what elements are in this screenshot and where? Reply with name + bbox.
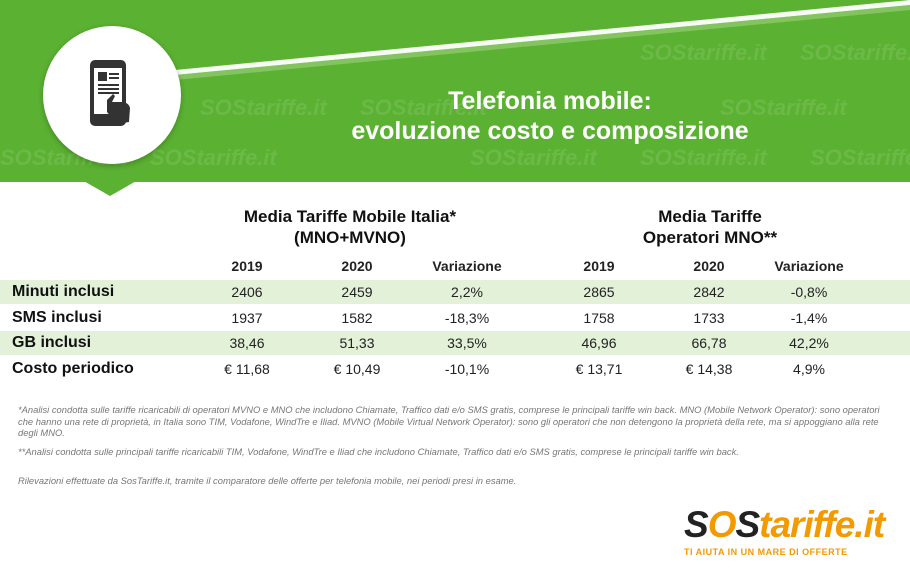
sostariffe-logo: SOStariffe.it: [684, 504, 885, 555]
table-row-minuti: Minuti inclusi 2406 2459 2,2% 2865 2842 …: [0, 280, 910, 304]
column-header: Variazione: [432, 258, 502, 274]
column-header: 2019: [231, 258, 263, 274]
header-diagonal-stripe: [175, 0, 910, 80]
row-label: SMS inclusi: [12, 309, 102, 326]
group-heading-mno: Media Tariffe Operatori MNO**: [642, 207, 778, 247]
page-title-line2: evoluzione costo e composizione: [351, 117, 749, 145]
row-label: GB inclusi: [12, 334, 92, 351]
table-cell: 4,9%: [793, 361, 825, 377]
table-row-sms: SMS inclusi 1937 1582 -18,3% 1758 1733 -…: [0, 306, 910, 330]
table-cell: 1758: [583, 310, 615, 326]
table-cell: -0,8%: [790, 284, 828, 300]
column-header: 2019: [583, 258, 615, 274]
table-cell: 1937: [231, 310, 263, 326]
watermark-text: SOStariffe.it: [360, 95, 487, 120]
page-title: Telefonia mobile: evoluzione costo e com…: [330, 86, 770, 146]
table-cell: -18,3%: [444, 310, 490, 326]
watermark-text: SOStariffe.it: [200, 95, 327, 120]
table-cell: 38,46: [229, 335, 265, 351]
table-cell: 2865: [583, 284, 615, 300]
footnote-mno: **Analisi condotta sulle principali tari…: [18, 446, 739, 457]
phone-touch-icon: [90, 60, 130, 126]
footnote-source: Rilevazioni effettuate da SosTariffe.it,…: [18, 475, 517, 486]
table-row-gb: GB inclusi 38,46 51,33 33,5% 46,96 66,78…: [0, 331, 910, 355]
watermark-text: SOStariffe.it: [800, 40, 910, 65]
table-cell: -10,1%: [444, 361, 490, 377]
lifebuoy-icon: O: [707, 504, 737, 545]
row-label: Costo periodico: [12, 360, 134, 377]
watermark-text: SOStariffe.it: [640, 145, 767, 170]
table-cell: -1,4%: [790, 310, 828, 326]
page-title-line1: Telefonia mobile:: [448, 87, 652, 115]
watermark-text: SOStariffe.it: [150, 145, 277, 170]
table-cell: 1582: [341, 310, 373, 326]
watermark-text: SOStariffe.it: [470, 145, 597, 170]
table-cell: € 14,38: [685, 361, 733, 377]
group-heading-italia: Media Tariffe Mobile Italia* (MNO+MVNO): [243, 207, 457, 247]
column-header: 2020: [693, 258, 725, 274]
header-notch: [82, 180, 138, 196]
column-header: 2020: [341, 258, 373, 274]
column-header: Variazione: [774, 258, 844, 274]
table-cell: 2842: [693, 284, 725, 300]
table-cell: 2459: [341, 284, 373, 300]
table-cell: 46,96: [581, 335, 617, 351]
table-cell: 42,2%: [789, 335, 829, 351]
footnote-mno-mvno: *Analisi condotta sulle tariffe ricarica…: [18, 404, 880, 438]
logo-tagline: TI AIUTA IN UN MARE DI OFFERTE: [684, 547, 848, 557]
table-cell: 33,5%: [447, 335, 487, 351]
table-cell: 66,78: [691, 335, 727, 351]
logo-wordmark: SOStariffe.it: [684, 504, 885, 545]
table-cell: 51,33: [339, 335, 375, 351]
table-cell: 2406: [231, 284, 263, 300]
watermark-text: SOStariffe.it: [720, 95, 847, 120]
watermark-text: SOStariffe.it: [640, 40, 767, 65]
row-label: Minuti inclusi: [12, 283, 115, 300]
table-cell: € 11,68: [224, 361, 270, 377]
table-cell: € 13,71: [575, 361, 623, 377]
table-row-costo: Costo periodico € 11,68 € 10,49 -10,1% €…: [0, 357, 910, 381]
watermark-text: SOStariffe.it: [810, 145, 910, 170]
table-cell: 2,2%: [451, 284, 483, 300]
phone-icon-badge: [43, 26, 181, 164]
table-cell: € 10,49: [333, 361, 381, 377]
header-banner: SOStariffe.it SOStariffe.it SOStariffe.i…: [0, 0, 910, 182]
table-cell: 1733: [693, 310, 725, 326]
